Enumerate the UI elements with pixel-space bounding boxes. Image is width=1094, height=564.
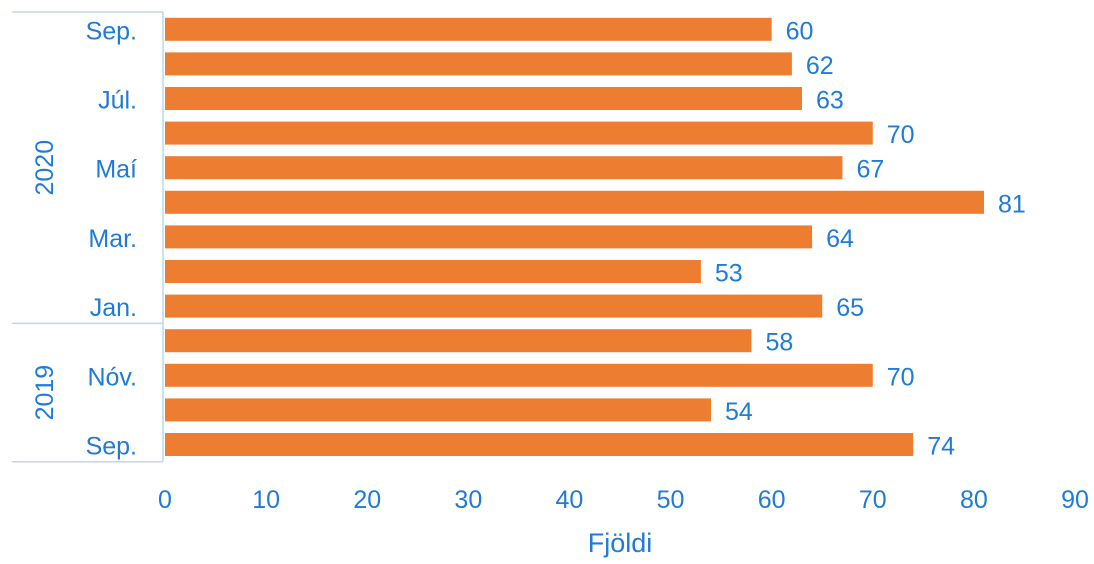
bar: [165, 17, 772, 41]
x-tick-label: 20: [353, 486, 381, 514]
x-tick-label: 60: [758, 486, 786, 514]
bar: [165, 260, 701, 283]
bar: [165, 156, 843, 180]
bar-value-label: 53: [715, 260, 743, 288]
category-label: Nóv.: [87, 363, 137, 391]
bar-value-label: 62: [806, 52, 834, 80]
bar: [165, 294, 823, 318]
x-tick-label: 90: [1061, 486, 1089, 514]
x-tick-labels: 0 10 20 30 40 50 60 70 80 90: [158, 486, 1089, 514]
x-tick-label: 0: [158, 486, 172, 514]
category-label: Maí: [95, 156, 137, 184]
bar: [165, 121, 873, 145]
x-tick-label: 10: [252, 486, 280, 514]
bar-value-label: 63: [816, 87, 844, 115]
category-label: Mar.: [88, 225, 137, 253]
x-tick-label: 30: [454, 486, 482, 514]
bar: [165, 329, 752, 353]
bar-value-label: 64: [826, 225, 854, 253]
bar-value-label: 70: [887, 121, 915, 149]
x-tick-label: 40: [556, 486, 584, 514]
bar-value-label: 74: [927, 433, 955, 461]
bar: [165, 52, 792, 76]
x-tick-label: 50: [657, 486, 685, 514]
bar-value-label: 54: [725, 398, 753, 426]
bar: [165, 433, 914, 456]
category-label: Sep.: [86, 17, 137, 45]
bar-value-label: 70: [887, 363, 915, 391]
category-labels: Sep. Júl. Maí Mar. Jan. Nóv. Sep.: [86, 17, 137, 460]
group-label: 2020: [31, 140, 59, 196]
bar-value-label: 60: [786, 17, 814, 45]
bar-value-label: 81: [998, 190, 1026, 218]
x-axis-title: Fjöldi: [588, 528, 653, 558]
x-tick-label: 70: [859, 486, 887, 514]
bar: [165, 87, 802, 110]
bar: [165, 398, 711, 422]
bar: [165, 225, 813, 249]
axis-lines: [12, 11, 164, 463]
category-label: Jan.: [90, 294, 137, 322]
group-labels: 2020 2019: [31, 140, 59, 421]
category-label: Júl.: [98, 87, 137, 115]
x-tick-label: 80: [960, 486, 988, 514]
bar: [165, 190, 984, 214]
bar-value-label: 65: [836, 294, 864, 322]
bar-value-label: 67: [856, 156, 884, 184]
group-label: 2019: [31, 365, 59, 421]
bar-value-label: 58: [765, 329, 793, 357]
bars: [165, 17, 984, 456]
category-label: Sep.: [86, 433, 137, 461]
bar: [165, 363, 873, 387]
